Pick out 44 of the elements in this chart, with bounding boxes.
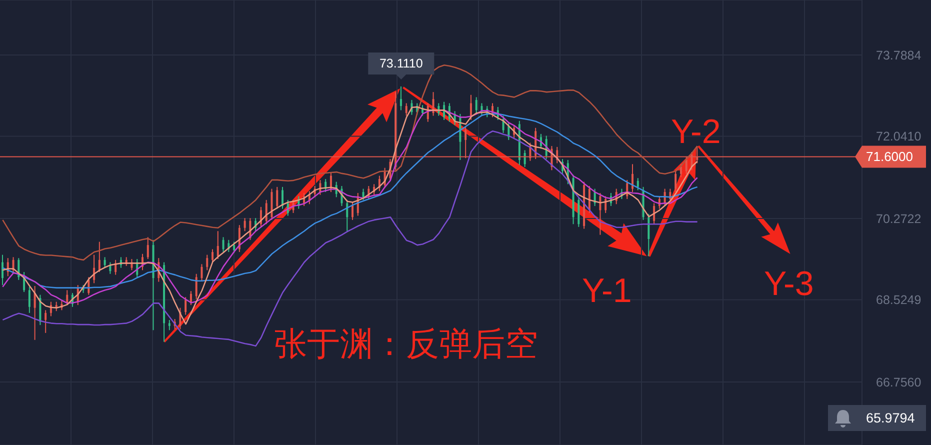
candlestick [212, 248, 214, 264]
candlestick [104, 256, 106, 268]
candlestick [599, 192, 602, 236]
candlestick [34, 285, 36, 340]
candlestick [146, 236, 149, 260]
candlestick [632, 164, 634, 193]
candlestick [475, 96, 478, 114]
annotation: Y-2 [671, 113, 721, 151]
candlestick [2, 254, 4, 286]
text: 65.9794 [866, 410, 916, 426]
candlestick [674, 170, 677, 193]
annotation: 张于渊：反弹后空 [274, 325, 538, 362]
candlestick [636, 178, 639, 191]
candlestick [653, 202, 656, 225]
candlestick [648, 213, 650, 257]
candlestick [282, 186, 284, 210]
y-tick-label: 70.2722 [876, 212, 922, 226]
candlestick [400, 86, 402, 111]
candlestick [233, 241, 236, 254]
candlestick [206, 254, 208, 271]
candlestick [524, 150, 526, 168]
candlestick [44, 310, 47, 334]
candlestick [184, 296, 187, 316]
annotation: Y-1 [582, 272, 632, 310]
candlestick [28, 286, 30, 314]
candlestick [352, 201, 354, 220]
y-tick-label: 66.7560 [876, 375, 922, 390]
candlestick [405, 102, 408, 116]
text: Y-3 [764, 265, 814, 303]
candlestick [216, 230, 219, 260]
candlestick [680, 164, 682, 178]
y-tick-label: 68.5249 [876, 293, 922, 308]
candlestick [244, 218, 246, 232]
annotation: 73.1110 [379, 56, 423, 70]
candlestick [276, 186, 278, 210]
ref-line-label: 71.6000 [866, 149, 913, 164]
candlestick [98, 241, 100, 273]
candlestick [222, 236, 224, 253]
candlestick [362, 188, 364, 200]
candlestick [168, 319, 170, 331]
y-tick-label: 73.7884 [876, 48, 922, 62]
candlestick [195, 273, 198, 300]
candlestick [200, 264, 203, 282]
y-tick-label: 72.0410 [876, 130, 922, 144]
